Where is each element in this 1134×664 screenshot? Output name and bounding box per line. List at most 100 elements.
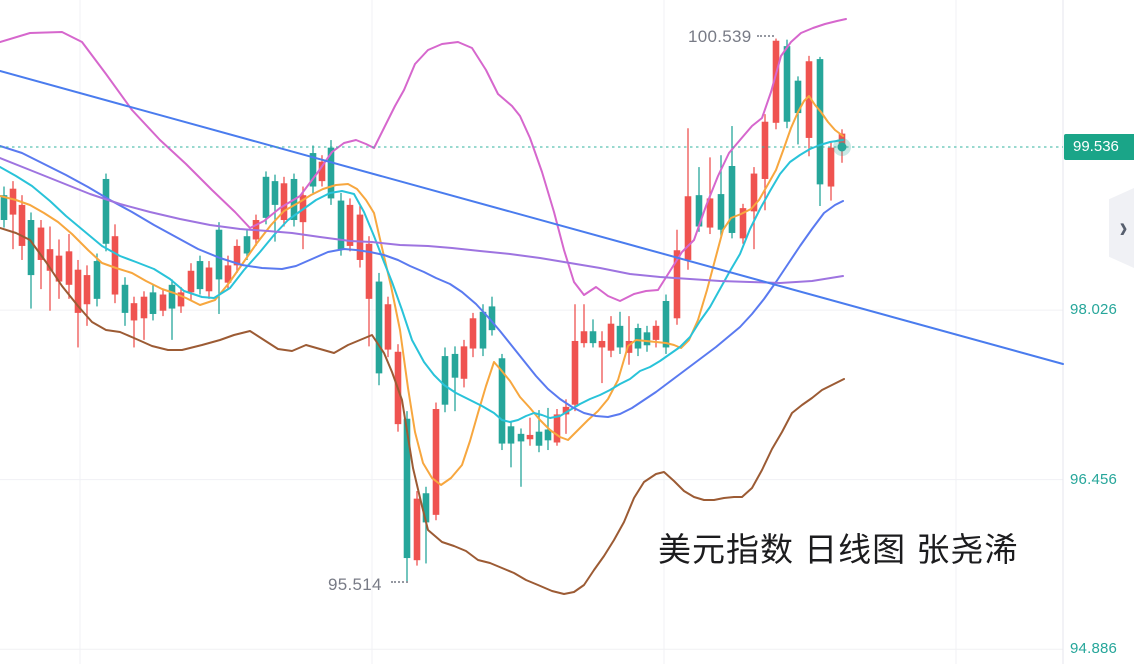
candle-down [9,188,17,215]
candle-up [121,284,129,313]
candle-up [498,358,506,444]
current-price-tag: 99.536 [1064,134,1134,160]
candle-up [783,46,791,122]
candle-down [413,498,421,561]
candle-down [65,251,73,285]
candle-down [187,270,195,293]
candle-down [553,414,561,443]
candle-up [327,147,335,199]
candle-up [0,195,8,221]
candle-down [652,325,660,340]
candle-up [196,261,204,290]
candle-down [432,409,440,515]
candle-down [526,434,534,440]
ma-slow-blue-line [0,145,844,418]
candle-down [580,331,588,344]
candle-up [451,353,459,378]
grid-lines [0,0,1064,664]
candle-down [562,406,570,415]
candle-up [517,433,525,442]
candle-down [233,245,241,266]
candle-up [695,195,703,227]
candle-down [74,269,82,313]
candle-up [403,418,411,559]
candle-down [18,204,26,246]
candle-down [706,198,714,228]
candle-up [662,301,670,348]
candle-down [460,346,468,379]
candle-down [111,236,119,295]
candle-down [280,183,288,221]
candle-down [159,294,167,311]
candle-down [365,243,373,299]
candle-down [571,340,579,405]
candle-down [469,318,477,349]
candle-up [149,292,157,314]
bollinger-upper-line [0,18,847,302]
candle-up [544,429,552,441]
low-price-label: 95.514 [328,575,382,594]
candle-down [46,249,54,271]
candle-down [140,296,148,319]
candle-up [507,426,515,444]
ma-fast-cyan-line [0,139,844,423]
high-dotted-leader-icon [757,35,774,37]
candle-up [794,80,802,114]
candle-up [243,236,251,254]
last-price-marker [837,142,847,152]
candle-up [643,332,651,346]
chart-watermark: 美元指数 日线图 张尧浠 [658,531,1019,568]
candle-up [816,59,824,185]
candle-up [728,166,736,233]
candle-up [168,284,176,309]
high-price-label: 100.539 [688,27,752,46]
candle-up [27,220,35,276]
candle-down [625,340,633,353]
low-dotted-leader-icon [391,581,408,583]
candle-up [616,325,624,348]
candle-down [598,340,606,348]
candle-down [772,40,780,123]
candle-down [750,173,758,212]
candle-down [356,214,364,260]
bollinger-lower-line [0,227,845,595]
candle-up [717,194,725,230]
candle-down [673,250,681,319]
candle-down [224,265,232,283]
candle-down [827,147,835,187]
candle-down [130,303,138,321]
candle-down [346,204,354,246]
candle-down [177,292,185,307]
candle-down [384,304,392,350]
price-axis-label: 96.456 [1070,470,1118,488]
panel-expand-tab[interactable]: › [1109,188,1134,268]
candle-down [761,121,769,179]
price-axis-label: 98.026 [1070,301,1118,319]
ma-long-purple-line [0,157,844,284]
candle-down [318,161,326,182]
candle-up [634,328,642,349]
candle-up [215,229,223,280]
candle-down [607,323,615,351]
current-price-value: 99.536 [1073,138,1119,155]
ma-mid-orange-line [0,95,844,486]
candle-up [422,493,430,523]
candle-up [589,331,597,344]
candle-up [479,311,487,349]
candle-up [93,261,101,299]
candle-up [488,306,496,331]
candle-down [55,255,63,282]
candle-down [739,208,747,239]
price-axis-label: 94.886 [1070,640,1118,658]
candle-down [37,227,45,260]
candle-up [271,181,279,205]
candle-down [684,196,692,260]
candle-up [102,178,110,244]
candle-up [262,176,270,218]
candle-up [309,153,317,187]
candle-up [535,431,543,446]
candle-down [205,267,213,292]
candle-up [375,281,383,374]
